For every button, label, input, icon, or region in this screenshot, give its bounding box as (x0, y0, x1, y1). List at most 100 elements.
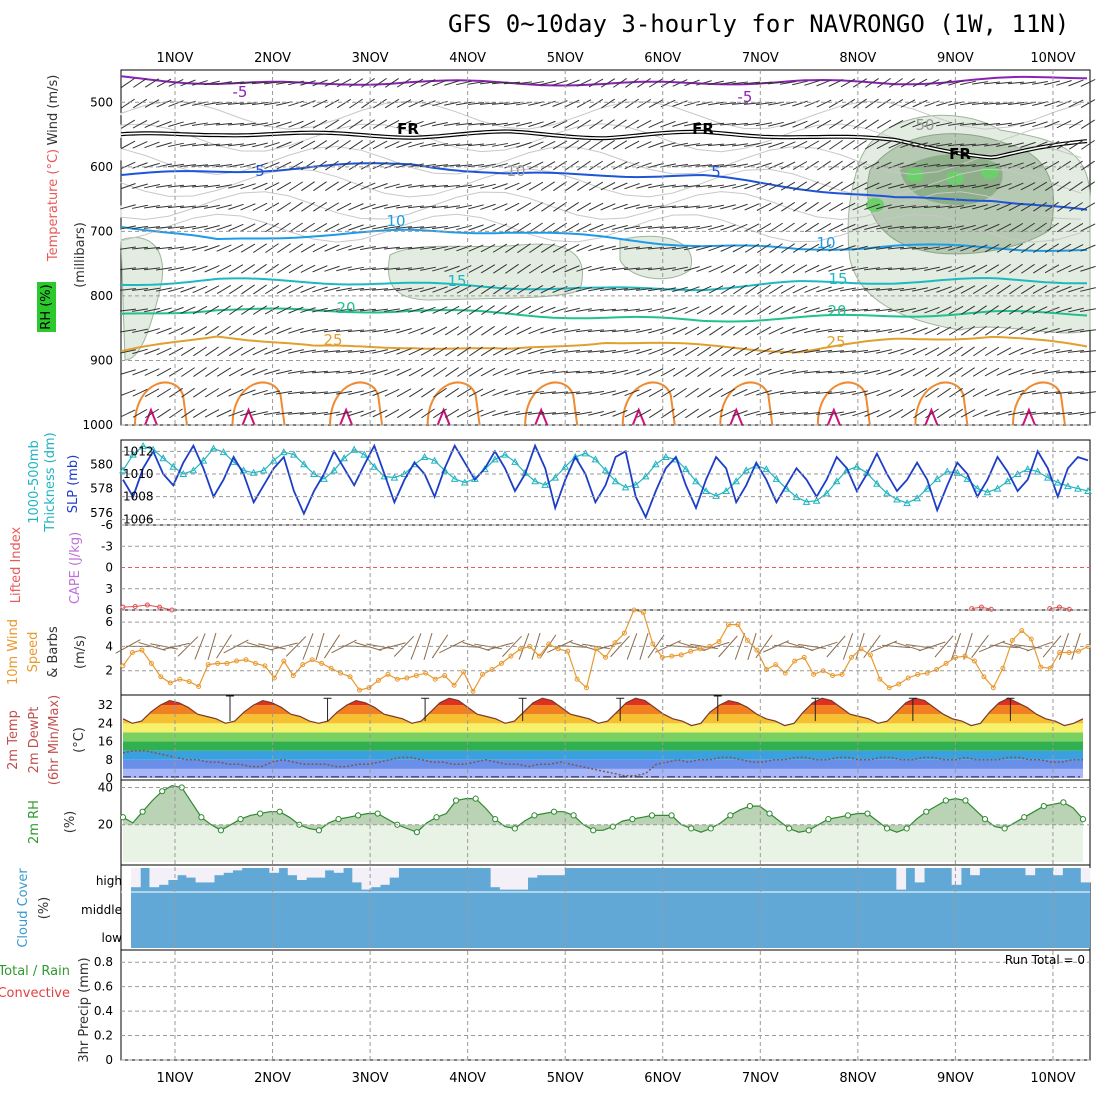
wind-barb (1043, 412, 1061, 415)
wind-barb (720, 204, 736, 210)
wind-barb (672, 326, 688, 335)
rh-marker (825, 816, 832, 823)
wind-barb (156, 367, 172, 377)
wind-barb (455, 143, 473, 147)
thickness-line-marker (983, 488, 992, 496)
wind-barb (1056, 349, 1072, 354)
wind-tick: 4 (105, 639, 113, 653)
wind-speed-marker (1009, 637, 1015, 643)
wind-barb (721, 346, 735, 357)
wind-barb (911, 226, 929, 229)
wind-barb (384, 183, 400, 189)
wind-barb (300, 307, 316, 314)
wind-barb (541, 201, 555, 212)
wind-barb (480, 163, 496, 168)
wind-barb (359, 308, 377, 312)
wind-barb (624, 328, 640, 333)
wind-barb (971, 143, 989, 147)
wind-barb (984, 410, 1000, 417)
wind-barb (719, 102, 737, 106)
wind-barb (480, 410, 496, 417)
wind-barb (444, 285, 460, 294)
wind-barb (1044, 285, 1060, 294)
wind-barb (1033, 202, 1047, 212)
wind-barb (684, 326, 700, 336)
cloud-gap (1025, 868, 1036, 876)
wind-barb (288, 327, 304, 334)
wind-barb (888, 308, 904, 312)
rh-marker (1021, 814, 1028, 821)
wind-barb (456, 305, 472, 315)
wind-barb (252, 389, 268, 396)
wind-barb (936, 225, 952, 230)
thickness-line-marker (722, 486, 730, 494)
cloud-gap (287, 868, 298, 876)
wind-barb (468, 184, 484, 189)
wind-barb (553, 222, 567, 233)
wind-speed-marker (375, 677, 381, 683)
li-line (971, 606, 992, 610)
wind-barb (839, 329, 857, 333)
contour-label: 25 (323, 331, 342, 349)
wind-barb (564, 265, 580, 273)
wind-barb (744, 142, 760, 147)
isotherm--5 (120, 75, 1088, 87)
wind-barb (1056, 286, 1072, 293)
wind-speed-marker (489, 667, 495, 672)
axis-label-speed: Speed (26, 632, 41, 673)
wind-barb (635, 246, 653, 250)
wind-barb (601, 119, 615, 130)
wind-barb (695, 184, 713, 188)
wind-barb (228, 346, 244, 357)
wind-barb (780, 285, 796, 294)
wind-barb (1080, 223, 1096, 232)
wind-barb (780, 306, 796, 315)
wind-barb (119, 308, 137, 312)
contour-label: 5 (711, 163, 721, 181)
wind-barb (588, 266, 604, 272)
wind-barb (888, 98, 904, 109)
wind-barb (215, 102, 233, 106)
wind-barb (575, 370, 593, 374)
wind-barb (816, 411, 832, 415)
thickness-line-marker (973, 484, 982, 492)
wind-barb (984, 346, 1000, 357)
wind-barb (780, 181, 796, 191)
wind-barb (960, 285, 976, 294)
wind-barb (671, 184, 689, 188)
wind-barb (168, 286, 184, 293)
wind-barb (420, 79, 436, 87)
wind-barb (647, 267, 665, 271)
wind-barb (924, 266, 940, 271)
axis-label-temperature: Temperature (°C) (46, 149, 61, 262)
wind-barb (648, 120, 664, 128)
rh-marker (864, 810, 871, 817)
wind-barb (876, 246, 892, 250)
contour-label: 50 (915, 116, 934, 134)
wind-barb (588, 411, 604, 416)
isotherm-30-loop (524, 381, 579, 426)
wind-barb (672, 286, 688, 293)
axis-label-rh: RH (%) (39, 284, 54, 329)
wind-barb (456, 80, 472, 86)
wind-barb (624, 246, 640, 250)
wind-barb (960, 224, 976, 231)
wind-barb (1068, 99, 1084, 108)
wind-barb (311, 391, 329, 395)
wind-speed-marker (971, 658, 977, 664)
wind-barb (841, 119, 855, 130)
wind-barb (347, 308, 365, 312)
pressure-tick: 900 (90, 353, 113, 367)
wind-barb (1008, 368, 1024, 376)
wind-barb (648, 328, 664, 334)
wind-barb (864, 349, 880, 354)
wind-barb (984, 223, 1000, 232)
wind-barb (180, 286, 196, 293)
wind-barb (853, 98, 867, 109)
date-label-bottom: 1NOV (157, 1071, 194, 1086)
rh-marker (786, 825, 793, 832)
wind-barb (143, 226, 161, 229)
wind-barb (624, 349, 640, 354)
wind-barb (576, 265, 592, 272)
wind-barb (803, 370, 821, 374)
